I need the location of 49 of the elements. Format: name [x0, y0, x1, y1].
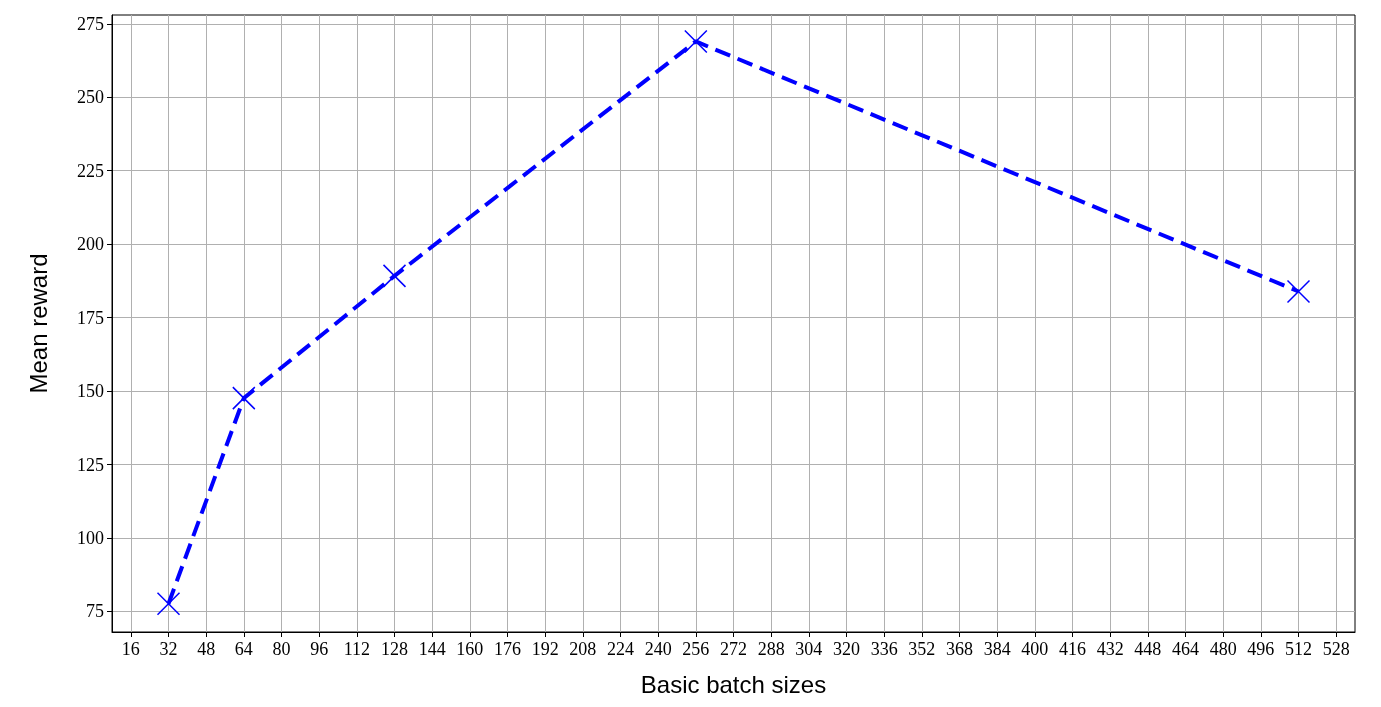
- x-tick-label: 240: [644, 639, 672, 659]
- y-tick-label: 275: [77, 13, 104, 34]
- x-tick-label: 272: [720, 639, 747, 659]
- point: [382, 264, 407, 288]
- x-tick-label: 176: [494, 639, 521, 659]
- x-tick-label: 464: [1172, 639, 1199, 659]
- point: [684, 29, 708, 54]
- x-tick-label: 368: [946, 639, 973, 659]
- x-tick-label: 112: [343, 639, 371, 659]
- y-tick-label: 175: [77, 307, 104, 328]
- x-tick-label: 352: [908, 639, 936, 659]
- point: [232, 386, 256, 410]
- point: [1286, 279, 1311, 304]
- x-tick-label: 496: [1247, 639, 1275, 659]
- x-tick-label: 224: [607, 639, 634, 659]
- x-tick-label: 48: [197, 639, 216, 659]
- x-tick-label: 432: [1096, 639, 1124, 659]
- y-tick-label: 225: [77, 160, 104, 181]
- x-tick-label: 256: [682, 639, 710, 659]
- y-tick-label: 125: [77, 454, 104, 475]
- x-tick-label: 208: [569, 639, 597, 659]
- x-tick-label: 288: [757, 639, 785, 659]
- x-tick-label: 400: [1021, 639, 1049, 659]
- x-tick-label: 96: [310, 639, 329, 659]
- x-tick-label: 448: [1134, 639, 1162, 659]
- x-tick-label: 480: [1209, 639, 1237, 659]
- x-tick-label: 320: [833, 639, 860, 659]
- x-tick-label: 16: [121, 639, 140, 659]
- y-tick-label: 150: [77, 381, 104, 402]
- y-axis-title: Mean reward: [24, 253, 52, 394]
- x-tick-label: 160: [456, 639, 484, 659]
- y-tick-label: 200: [77, 234, 104, 255]
- x-tick-label: 304: [795, 639, 823, 659]
- x-tick-label: 512: [1285, 639, 1312, 659]
- x-tick-label: 416: [1059, 639, 1086, 659]
- x-tick-label: 528: [1322, 639, 1350, 659]
- x-tick-label: 336: [870, 639, 898, 659]
- point: [156, 592, 181, 616]
- x-axis-title: Basic batch sizes: [640, 670, 827, 698]
- x-tick-label: 80: [272, 639, 291, 659]
- x-tick-label: 32: [159, 639, 178, 659]
- y-tick-label: 100: [77, 527, 104, 548]
- x-tick-label: 144: [418, 639, 446, 659]
- x-tick-label: 64: [234, 639, 253, 659]
- y-tick-label: 75: [86, 601, 104, 622]
- x-tick-label: 192: [531, 639, 559, 659]
- y-tick-label: 250: [77, 87, 104, 108]
- x-tick-label: 128: [381, 639, 408, 659]
- x-tick-label: 384: [983, 639, 1011, 659]
